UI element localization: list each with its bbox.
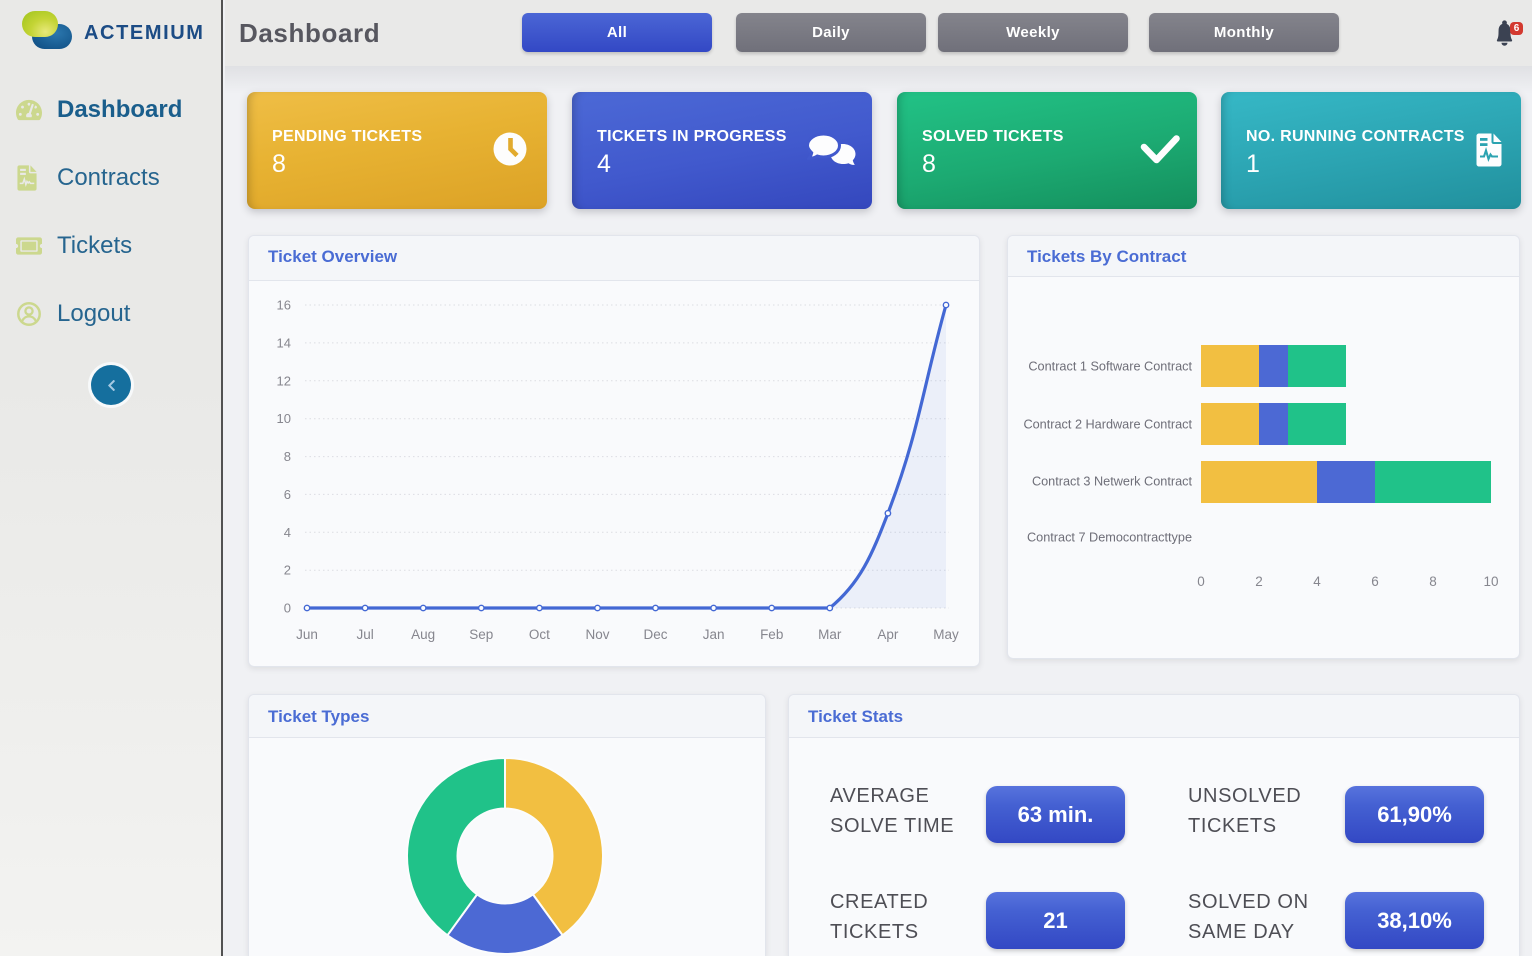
svg-text:Mar: Mar [818,627,842,642]
svg-text:8: 8 [284,449,291,464]
svg-text:Feb: Feb [760,627,783,642]
svg-text:14: 14 [277,335,291,350]
svg-text:Apr: Apr [877,627,899,642]
svg-text:Nov: Nov [585,627,609,642]
svg-text:0: 0 [1197,574,1205,589]
svg-text:Contract 1 Software Contract: Contract 1 Software Contract [1028,360,1192,374]
svg-text:10: 10 [277,411,291,426]
svg-text:6: 6 [1371,574,1379,589]
svg-text:2: 2 [284,563,291,578]
svg-text:16: 16 [277,298,291,313]
svg-text:8: 8 [1429,574,1437,589]
svg-text:Contract 3 Netwerk Contract: Contract 3 Netwerk Contract [1032,475,1193,489]
svg-text:Contract 7 Democontracttype: Contract 7 Democontracttype [1027,531,1192,545]
svg-text:6: 6 [284,487,291,502]
svg-text:Oct: Oct [529,627,550,642]
svg-text:Contract 2 Hardware Contract: Contract 2 Hardware Contract [1023,418,1192,432]
svg-text:2: 2 [1255,574,1263,589]
svg-text:May: May [933,627,959,642]
svg-text:Jun: Jun [296,627,318,642]
svg-text:Dec: Dec [643,627,667,642]
svg-text:4: 4 [1313,574,1321,589]
svg-text:0: 0 [284,601,291,616]
svg-text:10: 10 [1483,574,1498,589]
svg-text:Aug: Aug [411,627,435,642]
svg-text:Jan: Jan [703,627,725,642]
svg-text:Jul: Jul [356,627,373,642]
svg-text:4: 4 [284,525,291,540]
svg-text:Sep: Sep [469,627,493,642]
svg-text:12: 12 [277,373,291,388]
